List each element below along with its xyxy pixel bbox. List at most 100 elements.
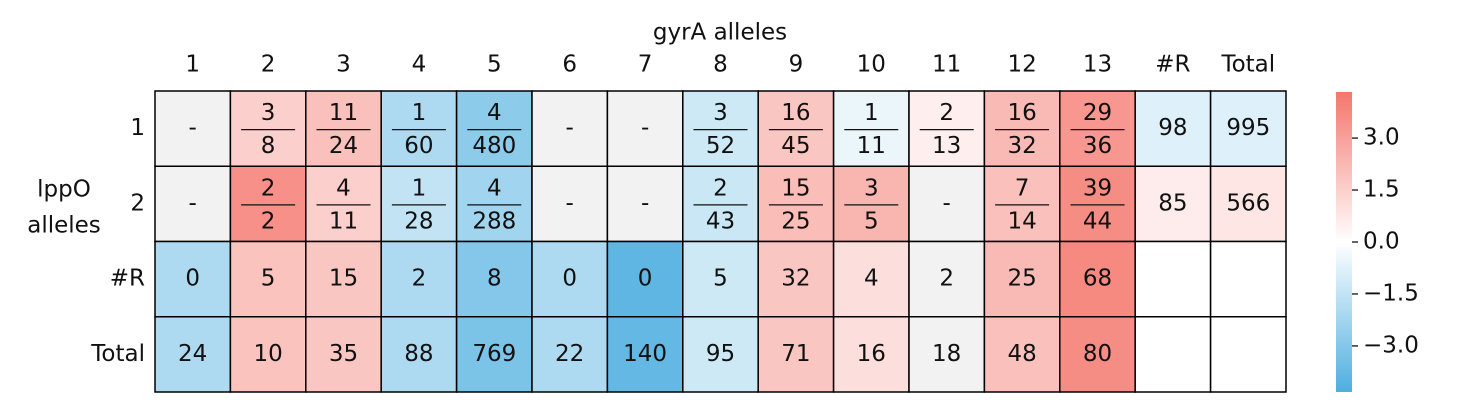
cell [757,316,835,393]
cell [682,165,759,243]
denominator: 60 [404,133,433,159]
cell [380,240,458,318]
cell-text: 140 [623,341,667,367]
denominator: 8 [261,133,276,159]
column-label: 6 [562,52,577,78]
cell [908,165,986,243]
cell [229,240,307,318]
cell [1134,165,1212,243]
column-label: 4 [412,52,427,78]
denominator: 36 [1083,133,1112,159]
cell [455,316,533,393]
denominator: 43 [706,208,735,234]
denominator: 480 [472,133,516,159]
cell-text: 0 [562,266,577,292]
numerator: 2 [939,100,954,126]
colorbar-tick-label: 3.0 [1363,125,1400,151]
cell-text: 22 [555,341,584,367]
colorbar-tick-label: 0.0 [1363,229,1400,255]
column-label: 13 [1083,52,1112,78]
denominator: 32 [1007,133,1036,159]
numerator: 3 [261,100,276,126]
cell [305,240,382,318]
cell-text: 0 [638,266,653,292]
numerator: 1 [864,100,879,126]
cell-text: 35 [329,341,358,367]
column-label: Total [1220,52,1275,78]
cell [305,316,382,393]
numerator: 11 [329,100,358,126]
row-label: #R [110,266,145,292]
cell [1209,90,1287,167]
colorbar [1336,92,1352,392]
cell [983,240,1061,318]
cell-text: 24 [178,341,207,367]
denominator: 11 [857,133,886,159]
cell [606,316,684,393]
column-label: 11 [932,52,961,78]
cell [154,316,232,393]
cell [832,90,910,167]
cell-text: 80 [1083,341,1112,367]
y-axis-title: alleles [27,213,101,239]
cell [1134,90,1212,167]
denominator: 14 [1007,208,1036,234]
cell-text: 88 [404,341,433,367]
cell-text: 2 [412,266,427,292]
numerator: 39 [1083,175,1112,201]
cell-text: 15 [329,266,358,292]
cell [757,240,835,318]
numerator: 4 [487,175,502,201]
numerator: 1 [412,175,427,201]
cell-text: 566 [1226,190,1270,216]
x-axis-title: gyrA alleles [653,20,787,46]
cell [531,90,609,167]
numerator: 16 [781,100,810,126]
cell-text: - [943,190,951,216]
denominator: 11 [329,208,358,234]
row-label: 1 [130,115,145,141]
cell-text: 769 [472,341,516,367]
column-label: 9 [789,52,804,78]
column-label: 1 [185,52,200,78]
cell [908,90,986,167]
cell [682,316,759,393]
denominator: 288 [472,208,516,234]
cell-text: 48 [1007,341,1036,367]
cell-text: 16 [857,341,886,367]
cell-text: 68 [1083,266,1112,292]
cell [1134,316,1212,393]
column-label: 7 [638,52,653,78]
y-axis-title: lppO [37,177,91,203]
denominator: 25 [781,208,810,234]
cell-text: 5 [713,266,728,292]
row-label: Total [90,341,145,367]
column-label: 12 [1007,52,1036,78]
column-label: 3 [336,52,351,78]
column-label: 5 [487,52,502,78]
column-label: 2 [261,52,276,78]
numerator: 4 [487,100,502,126]
cell [380,90,458,167]
cell [983,316,1061,393]
numerator: 1 [412,100,427,126]
denominator: 52 [706,133,735,159]
numerator: 2 [261,175,276,201]
column-label: 8 [713,52,728,78]
column-label: #R [1155,52,1190,78]
cell [1134,240,1212,318]
cell-text: - [566,190,574,216]
numerator: 16 [1007,100,1036,126]
cell [531,316,609,393]
numerator: 29 [1083,100,1112,126]
cell [757,165,835,243]
denominator: 24 [329,133,358,159]
cell [1209,316,1287,393]
cell [1209,240,1287,318]
cell [154,165,232,243]
colorbar-tick-label: −3.0 [1363,332,1419,358]
colorbar-tick-label: 1.5 [1363,177,1400,203]
cell [1059,90,1136,167]
cell [1209,165,1287,243]
numerator: 4 [336,175,351,201]
